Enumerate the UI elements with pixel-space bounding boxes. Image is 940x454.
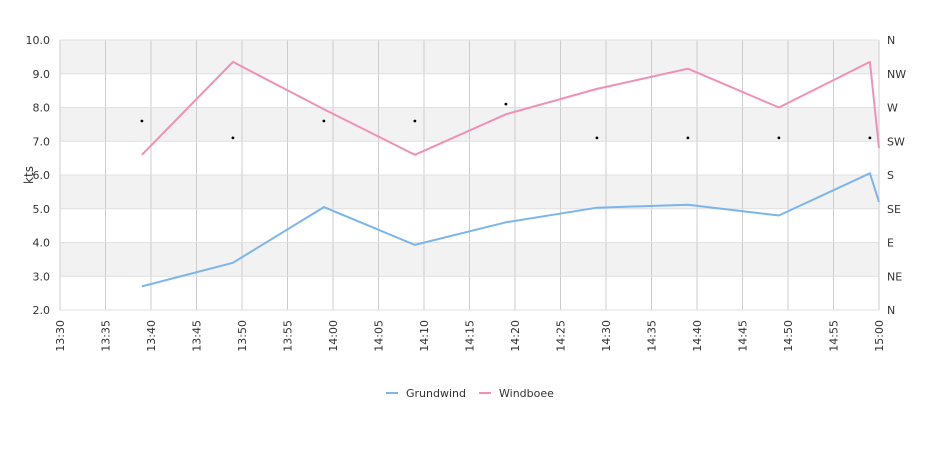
x-tick-label: 14:05: [373, 320, 386, 352]
x-tick-label: 13:35: [100, 320, 113, 352]
x-tick-label: 14:25: [555, 320, 568, 352]
x-tick-label: 13:55: [282, 320, 295, 352]
direction-axis-ticks: N NE E SE S SW W NW N: [887, 34, 906, 317]
x-tick-label: 13:45: [191, 320, 204, 352]
x-tick-label: 14:40: [691, 320, 704, 352]
x-tick-label: 15:00: [873, 320, 886, 352]
x-tick-label: 14:45: [737, 320, 750, 352]
legend: Grundwind Windboee: [386, 387, 554, 400]
direction-marker: [140, 119, 144, 123]
direction-marker: [777, 136, 781, 140]
direction-tick-label: N: [887, 304, 895, 317]
direction-markers: [140, 102, 872, 140]
y-tick-label: 7.0: [33, 135, 51, 148]
direction-tick-label: SW: [887, 135, 905, 148]
y-axis-ticks: 2.0 3.0 4.0 5.0 6.0 7.0 8.0 9.0 10.0: [26, 34, 51, 317]
x-tick-label: 14:30: [600, 320, 613, 352]
direction-tick-label: S: [887, 169, 894, 182]
y-tick-label: 2.0: [33, 304, 51, 317]
direction-marker: [413, 119, 417, 123]
direction-tick-label: E: [887, 237, 894, 250]
y-tick-label: 6.0: [33, 169, 51, 182]
series-lines: [141, 60, 880, 288]
y-tick-label: 5.0: [33, 203, 51, 216]
direction-marker: [504, 102, 508, 106]
x-axis-ticks: 13:30 13:35 13:40 13:45 13:50 13:55 14:00 14:05…: [54, 320, 886, 352]
legend-item-grundwind[interactable]: Grundwind: [386, 387, 466, 400]
direction-marker: [322, 119, 326, 123]
direction-tick-label: W: [887, 102, 898, 115]
direction-marker: [868, 136, 872, 140]
y-tick-label: 4.0: [33, 237, 51, 250]
y-tick-label: 9.0: [33, 68, 51, 81]
legend-label: Windboee: [499, 387, 554, 400]
legend-item-windboee[interactable]: Windboee: [479, 387, 554, 400]
y-axis-title: kts: [22, 166, 36, 184]
y-tick-label: 8.0: [33, 102, 51, 115]
direction-tick-label: N: [887, 34, 895, 47]
series-line-windboee: [141, 60, 880, 156]
series-line-grundwind: [141, 172, 880, 288]
y-tick-label: 3.0: [33, 270, 51, 283]
x-tick-label: 14:15: [464, 320, 477, 352]
y-tick-label: 10.0: [26, 34, 51, 47]
legend-label: Grundwind: [406, 387, 466, 400]
x-tick-label: 13:30: [54, 320, 67, 352]
x-tick-label: 13:40: [145, 320, 158, 352]
direction-tick-label: NE: [887, 270, 902, 283]
x-tick-label: 14:55: [828, 320, 841, 352]
direction-marker: [231, 136, 235, 140]
horizontal-gridlines: [60, 39, 879, 311]
direction-marker: [595, 136, 599, 140]
direction-marker: [686, 136, 690, 140]
direction-tick-label: SE: [887, 203, 901, 216]
x-tick-label: 14:35: [646, 320, 659, 352]
direction-tick-label: NW: [887, 68, 906, 81]
x-tick-label: 14:10: [418, 320, 431, 352]
x-tick-label: 14:20: [509, 320, 522, 352]
x-tick-label: 13:50: [236, 320, 249, 352]
x-tick-label: 14:00: [327, 320, 340, 352]
x-tick-label: 14:50: [782, 320, 795, 352]
